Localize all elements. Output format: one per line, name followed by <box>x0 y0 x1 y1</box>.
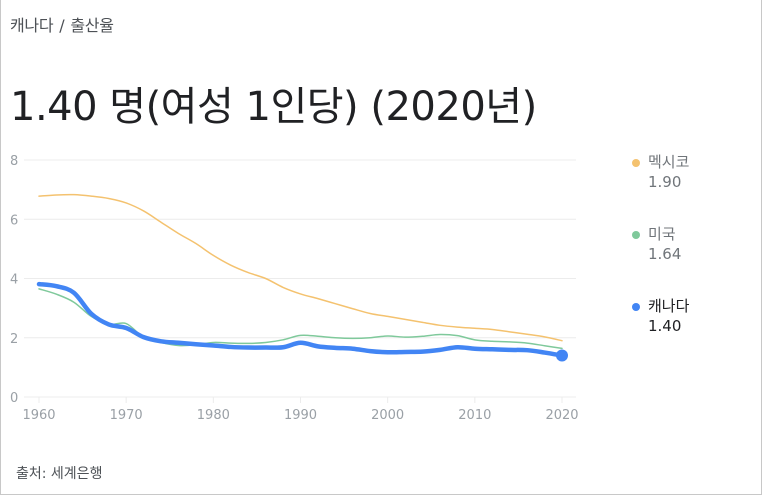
breadcrumb-topic: 출산율 <box>70 16 114 35</box>
source-attribution: 출처: 세계은행 <box>16 466 103 482</box>
legend: 멕시코 1.90 미국 1.64 캐나다 1.40 <box>628 152 758 368</box>
series-line-2[interactable] <box>36 281 565 358</box>
breadcrumb: 캐나다 / 출산율 <box>10 12 114 36</box>
series-line-1[interactable] <box>38 288 563 350</box>
y-tick-label: 2 <box>10 332 18 347</box>
legend-dot-icon <box>632 303 640 311</box>
series-line-0[interactable] <box>38 193 563 342</box>
legend-name: 미국 <box>648 225 676 243</box>
legend-value: 1.40 <box>648 317 682 335</box>
x-tick-label: 1970 <box>110 408 143 423</box>
x-tick-label: 2020 <box>545 408 578 423</box>
legend-name: 캐나다 <box>648 297 690 315</box>
legend-item-canada[interactable]: 캐나다 1.40 <box>628 296 758 368</box>
endpoint-marker[interactable] <box>556 349 568 362</box>
line-chart[interactable]: 0 2 4 6 8 1960 1970 1980 1990 2000 2010 2020 <box>0 140 610 460</box>
x-tick-label: 1960 <box>22 408 55 423</box>
breadcrumb-country[interactable]: 캐나다 <box>10 16 54 35</box>
legend-dot-icon <box>632 231 640 239</box>
x-tick-label: 2000 <box>371 408 404 423</box>
y-tick-label: 6 <box>10 213 18 228</box>
y-tick-label: 0 <box>10 391 18 406</box>
x-tick-label: 1980 <box>197 408 230 423</box>
page-title: 1.40 명(여성 1인당) (2020년) <box>10 84 537 130</box>
legend-value: 1.90 <box>648 173 682 191</box>
y-tick-label: 4 <box>10 273 18 288</box>
x-tick-label: 1990 <box>284 408 317 423</box>
legend-value: 1.64 <box>648 245 682 263</box>
breadcrumb-separator: / <box>59 16 65 35</box>
legend-item-usa[interactable]: 미국 1.64 <box>628 224 758 296</box>
legend-dot-icon <box>632 159 640 167</box>
legend-name: 멕시코 <box>648 153 690 171</box>
legend-item-mexico[interactable]: 멕시코 1.90 <box>628 152 758 224</box>
x-tick-label: 2010 <box>458 408 491 423</box>
y-tick-label: 8 <box>10 154 18 169</box>
